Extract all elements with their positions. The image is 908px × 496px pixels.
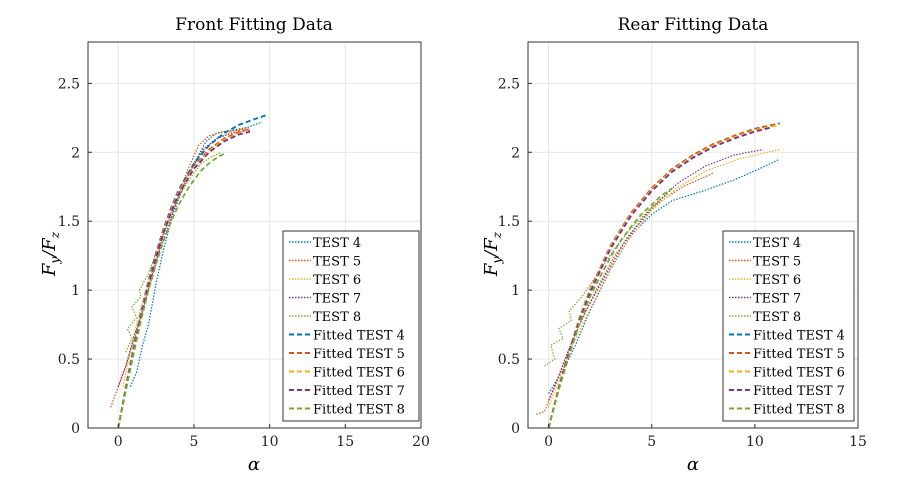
svg-text:Fy/Fz: Fy/Fz xyxy=(481,231,504,277)
y-tick-label: 0.5 xyxy=(498,352,520,368)
x-tick-label: 0 xyxy=(544,434,553,450)
y-label-sub-y: y xyxy=(490,257,504,265)
series-group xyxy=(536,122,780,429)
x-tick-label: 5 xyxy=(189,434,198,450)
y-label-main-f2: F xyxy=(39,237,60,252)
legend-label: TEST 7 xyxy=(753,292,801,307)
x-tick-label: 10 xyxy=(261,434,279,450)
chart-title: Rear Fitting Data xyxy=(618,15,769,35)
series-line-test-8 xyxy=(544,193,669,367)
series-line-fitted-test-4 xyxy=(117,114,267,429)
series-line-fitted-test-6 xyxy=(117,129,248,429)
legend-label: Fitted TEST 4 xyxy=(753,329,845,344)
y-tick-label: 2.5 xyxy=(498,76,520,92)
series-line-fitted-test-8 xyxy=(547,187,673,429)
y-label-main-f2: F xyxy=(481,237,502,252)
series-line-test-6 xyxy=(122,126,248,387)
chart-title: Front Fitting Data xyxy=(175,15,333,35)
legend-label: Fitted TEST 6 xyxy=(753,366,845,381)
x-tick-label: 10 xyxy=(746,434,764,450)
y-tick-label: 0 xyxy=(511,421,520,437)
series-line-test-7 xyxy=(117,129,251,387)
x-tick-label: 5 xyxy=(647,434,656,450)
y-tick-labels: 0 0.5 1 1.5 2 2.5 xyxy=(498,76,532,437)
legend-label: TEST 4 xyxy=(753,236,801,251)
x-tick-labels: 0 5 10 15 xyxy=(544,424,867,450)
x-axis-label: α xyxy=(687,454,699,475)
legend-label: TEST 8 xyxy=(753,310,801,325)
legend-label: TEST 4 xyxy=(313,236,361,251)
legend-label: TEST 5 xyxy=(753,255,801,270)
legend: TEST 4 TEST 5 TEST 6 TEST 7 TEST 8 Fitted TES… xyxy=(722,230,855,422)
y-label-main-f: F xyxy=(481,262,502,277)
y-tick-label: 1.5 xyxy=(58,214,80,230)
y-tick-labels: 0 0.5 1 1.5 2 2.5 xyxy=(58,76,92,437)
legend-label: Fitted TEST 5 xyxy=(313,347,405,362)
y-tick-label: 0.5 xyxy=(58,352,80,368)
legend-label: Fitted TEST 7 xyxy=(753,384,845,399)
legend-label: TEST 8 xyxy=(313,310,361,325)
x-tick-label: 15 xyxy=(336,434,354,450)
y-label-main-f: F xyxy=(39,262,60,277)
series-line-fitted-test-5 xyxy=(117,127,251,429)
series-group xyxy=(110,114,267,429)
svg-text:Fy/Fz: Fy/Fz xyxy=(39,231,62,277)
series-line-test-4 xyxy=(548,158,780,394)
legend-label: TEST 5 xyxy=(313,255,361,270)
y-tick-label: 1 xyxy=(71,283,80,299)
y-label-slash: / xyxy=(481,249,502,259)
legend-label: TEST 6 xyxy=(753,273,801,288)
series-line-fitted-test-7 xyxy=(117,130,251,429)
legend-label: TEST 7 xyxy=(313,292,361,307)
y-tick-label: 2 xyxy=(511,145,520,161)
front-fitting-panel: Front Fitting Data 0 5 10 15 20 0 0.5 1 1.5 2 2.5… xyxy=(39,15,430,475)
x-axis-label: α xyxy=(248,454,260,475)
y-label-slash: / xyxy=(39,249,60,259)
y-axis-label: Fy/Fz xyxy=(39,231,62,277)
x-tick-label: 15 xyxy=(849,434,867,450)
plot-area-frame xyxy=(87,41,422,429)
y-label-sub-z: z xyxy=(48,231,62,239)
legend-label: Fitted TEST 8 xyxy=(313,403,405,418)
y-label-sub-y: y xyxy=(48,257,62,265)
x-tick-label: 0 xyxy=(114,434,123,450)
y-label-sub-z: z xyxy=(490,231,504,239)
series-line-test-6 xyxy=(548,148,780,408)
legend-label: Fitted TEST 8 xyxy=(753,403,845,418)
y-axis-label: Fy/Fz xyxy=(481,231,504,277)
legend: TEST 4 TEST 5 TEST 6 TEST 7 TEST 8 Fitted TES… xyxy=(282,230,420,422)
series-line-fitted-test-8 xyxy=(117,152,225,429)
rear-fitting-panel: Rear Fitting Data 0 5 10 15 00.511.522.5 α … xyxy=(481,15,867,475)
y-tick-label: 2 xyxy=(71,145,80,161)
legend-label: Fitted TEST 7 xyxy=(313,384,405,399)
legend-label: Fitted TEST 4 xyxy=(313,329,405,344)
series-line-test-8 xyxy=(125,151,222,353)
plot-area-frame xyxy=(527,41,859,429)
series-line-test-5 xyxy=(110,128,251,408)
y-tick-label: 0 xyxy=(71,421,80,437)
legend-label: TEST 6 xyxy=(313,273,361,288)
series-line-test-7 xyxy=(548,148,764,401)
x-tick-label: 20 xyxy=(412,434,430,450)
y-tick-label: 1.5 xyxy=(498,214,520,230)
x-tick-labels: 0 5 10 15 20 xyxy=(114,424,430,450)
legend-label: Fitted TEST 5 xyxy=(753,347,845,362)
legend-box xyxy=(282,230,420,422)
y-tick-label: 1 xyxy=(511,283,520,299)
legend-label: Fitted TEST 6 xyxy=(313,366,405,381)
y-tick-label: 2.5 xyxy=(58,76,80,92)
legend-box xyxy=(722,230,855,422)
